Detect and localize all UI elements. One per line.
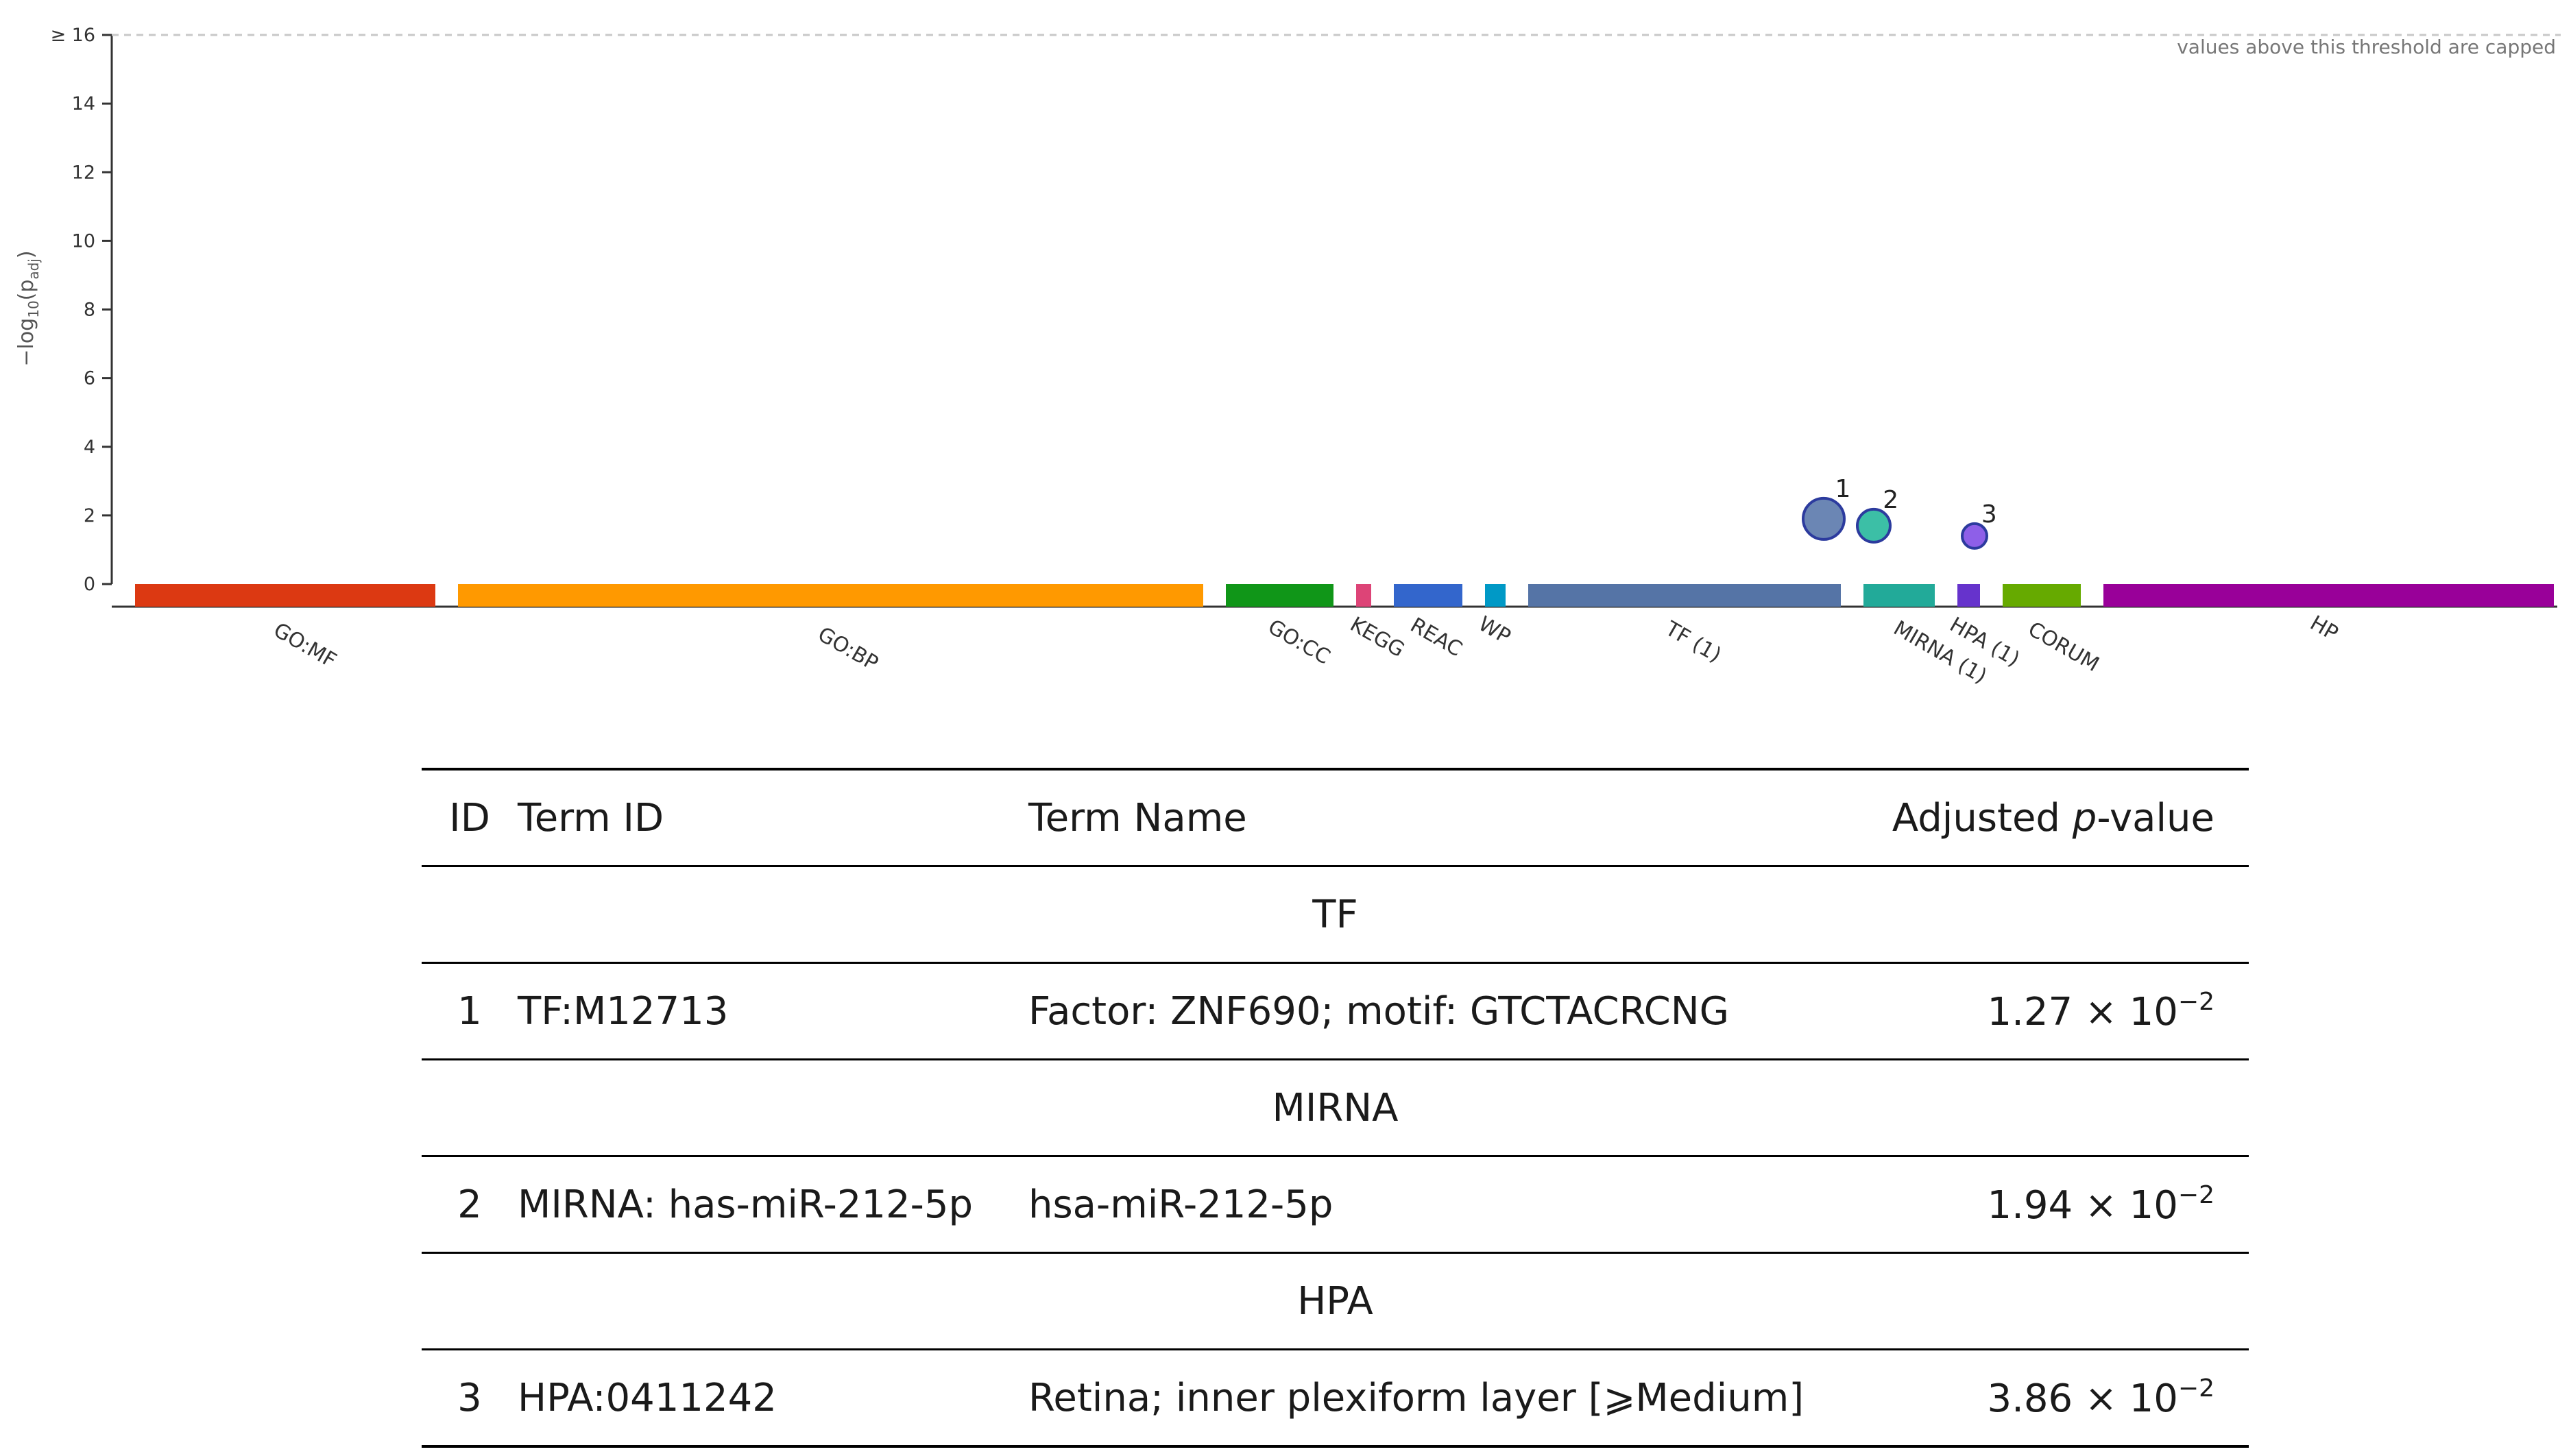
cell-id: 2 <box>457 1182 482 1227</box>
cell-padj: 1.94 × 10−2 <box>1987 1181 2214 1228</box>
group-row-tf: TF <box>422 866 2249 963</box>
source-label: TF (1) <box>1661 616 1725 668</box>
cell-padj: 3.86 × 10−2 <box>1987 1374 2214 1421</box>
source-bar-gocc <box>1226 584 1333 607</box>
table-row: 2 MIRNA: has-miR-212-5p hsa-miR-212-5p 1… <box>422 1156 2249 1253</box>
term-point-label: 2 <box>1883 486 1898 514</box>
y-tick-label: 10 <box>72 230 95 252</box>
col-padj-header: Adjusted p-value <box>1892 795 2214 840</box>
source-label: REAC <box>1406 613 1466 662</box>
source-bar-mirna <box>1863 584 1935 607</box>
cap-note: values above this threshold are capped <box>2177 36 2556 58</box>
source-label: GO:BP <box>814 622 882 676</box>
source-bar-corum <box>2003 584 2081 607</box>
group-label: TF <box>1312 892 1358 937</box>
results-table: ID Term ID Term Name Adjusted p-value TF… <box>422 768 2249 1448</box>
cell-id: 1 <box>457 988 482 1034</box>
y-tick-label: 0 <box>84 574 95 595</box>
y-tick-label: 14 <box>72 93 95 114</box>
table-header-row: ID Term ID Term Name Adjusted p-value <box>422 769 2249 866</box>
group-label: MIRNA <box>1272 1085 1399 1130</box>
source-bars <box>135 584 2554 607</box>
col-id-header: ID <box>449 795 490 840</box>
y-axis-label: −log10(padj) <box>14 250 42 366</box>
col-term-name-header: Term Name <box>1028 795 1247 840</box>
cell-term-name: Retina; inner plexiform layer [⩾Medium] <box>1028 1375 1804 1420</box>
cell-id: 3 <box>457 1375 482 1420</box>
y-tick-label: ≥ 16 <box>50 25 95 46</box>
y-tick-label: 12 <box>72 162 95 183</box>
term-point-label: 3 <box>1981 500 1997 529</box>
term-point-1 <box>1802 496 1846 541</box>
source-bar-gomf <box>135 584 435 607</box>
source-label: CORUM <box>2024 617 2103 677</box>
source-label: GO:CC <box>1264 615 1334 669</box>
cell-padj: 1.27 × 10−2 <box>1987 988 2214 1034</box>
col-term-id-header: Term ID <box>518 795 664 840</box>
source-bar-reac <box>1394 584 1462 607</box>
source-bar-hpa <box>1957 584 1980 607</box>
source-bar-hp <box>2103 584 2554 607</box>
term-point-label: 1 <box>1835 475 1851 503</box>
term-point-2 <box>1856 507 1892 544</box>
y-tick-label: 8 <box>84 300 95 321</box>
source-label: KEGG <box>1346 612 1408 662</box>
cell-term-id: TF:M12713 <box>518 988 729 1034</box>
source-label: WP <box>1474 612 1514 649</box>
source-bar-kegg <box>1356 584 1371 607</box>
group-row-mirna: MIRNA <box>422 1060 2249 1156</box>
table-row: 1 TF:M12713 Factor: ZNF690; motif: GTCTA… <box>422 963 2249 1060</box>
source-label: GO:MF <box>269 618 341 673</box>
cell-term-id: MIRNA: has-miR-212-5p <box>518 1182 974 1227</box>
term-points: 1 2 3 <box>1802 475 1997 550</box>
source-bar-wp <box>1485 584 1506 607</box>
group-label: HPA <box>1297 1278 1373 1324</box>
group-row-hpa: HPA <box>422 1253 2249 1350</box>
cell-term-id: HPA:0411242 <box>518 1375 777 1420</box>
y-tick-label: 6 <box>84 368 95 389</box>
cell-term-name: Factor: ZNF690; motif: GTCTACRCNG <box>1028 988 1730 1034</box>
y-tick-label: 2 <box>84 505 95 526</box>
table-row: 3 HPA:0411242 Retina; inner plexiform la… <box>422 1350 2249 1446</box>
source-bar-gobp <box>458 584 1203 607</box>
source-label: HP <box>2306 611 2342 646</box>
source-bar-tf <box>1528 584 1841 607</box>
y-tick-label: 4 <box>84 437 95 458</box>
cell-term-name: hsa-miR-212-5p <box>1028 1182 1333 1227</box>
term-point-3 <box>1961 522 1988 550</box>
